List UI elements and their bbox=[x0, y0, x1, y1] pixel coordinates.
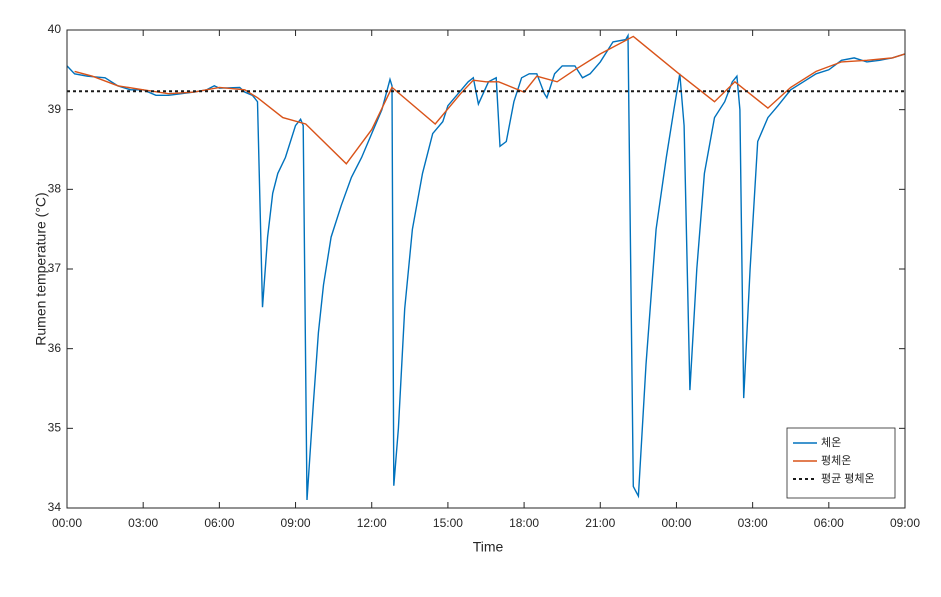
y-tick-label: 39 bbox=[48, 102, 62, 116]
x-tick-label: 09:00 bbox=[281, 516, 311, 530]
y-tick-label: 38 bbox=[48, 182, 62, 196]
y-tick-label: 35 bbox=[48, 421, 62, 435]
x-tick-label: 03:00 bbox=[128, 516, 158, 530]
line bbox=[74, 35, 906, 165]
x-tick-label: 18:00 bbox=[509, 516, 539, 530]
y-tick-label: 37 bbox=[48, 261, 62, 275]
x-tick-label: 06:00 bbox=[204, 516, 234, 530]
y-axis-label: Rumen temperature (°C) bbox=[33, 192, 49, 345]
plot-area bbox=[67, 30, 905, 508]
legend-label: 평균 평체온 bbox=[821, 472, 875, 485]
legend-label: 평체온 bbox=[821, 454, 851, 467]
x-tick-label: 12:00 bbox=[357, 516, 387, 530]
x-tick-label: 06:00 bbox=[814, 516, 844, 530]
x-tick-label: 15:00 bbox=[433, 516, 463, 530]
y-tick-label: 40 bbox=[48, 22, 62, 36]
x-tick-label: 21:00 bbox=[585, 516, 615, 530]
line bbox=[66, 33, 906, 501]
x-tick-label: 00:00 bbox=[661, 516, 691, 530]
x-tick-label: 00:00 bbox=[52, 516, 82, 530]
y-tick-label: 34 bbox=[48, 500, 62, 514]
axes-box bbox=[66, 29, 906, 509]
x-tick-label: 09:00 bbox=[890, 516, 920, 530]
x-axis-label: Time bbox=[473, 539, 504, 555]
legend bbox=[786, 427, 896, 499]
legend-label: 체온 bbox=[821, 436, 841, 449]
x-tick-label: 03:00 bbox=[738, 516, 768, 530]
y-tick-label: 36 bbox=[48, 341, 62, 355]
